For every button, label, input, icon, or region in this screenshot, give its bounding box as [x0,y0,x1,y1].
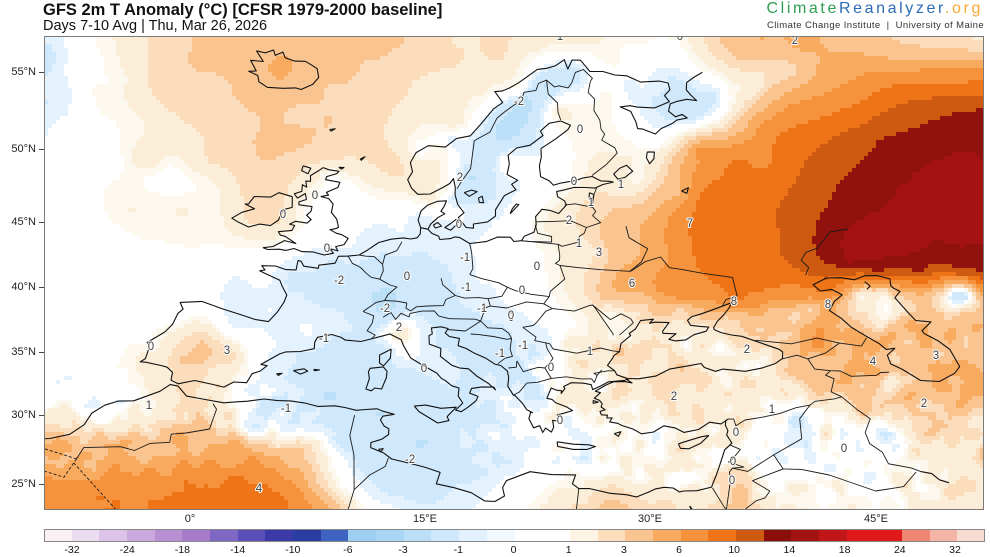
svg-text:-1: -1 [477,303,487,315]
svg-text:-1: -1 [518,340,528,352]
svg-text:0: 0 [508,312,514,324]
svg-text:0: 0 [324,243,330,255]
svg-text:2: 2 [744,344,750,356]
svg-text:2: 2 [566,215,572,227]
svg-text:1: 1 [618,179,624,191]
svg-text:0: 0 [729,475,735,487]
svg-text:1: 1 [146,400,152,412]
svg-text:0: 0 [677,36,683,43]
svg-text:0: 0 [404,271,410,283]
svg-text:2: 2 [671,391,677,403]
svg-text:1: 1 [557,36,563,43]
svg-text:3: 3 [596,247,602,259]
svg-text:3: 3 [933,350,939,362]
svg-text:0: 0 [730,456,736,468]
svg-text:-2: -2 [380,303,390,315]
svg-text:1: 1 [576,238,582,250]
svg-text:2: 2 [396,322,402,334]
svg-text:0: 0 [548,362,554,374]
svg-text:7: 7 [687,218,693,230]
svg-text:0: 0 [557,415,563,427]
svg-text:0: 0 [733,427,739,439]
svg-text:-2: -2 [514,96,524,108]
svg-text:-2: -2 [405,454,415,466]
svg-text:0: 0 [534,261,540,273]
svg-text:0: 0 [148,341,154,353]
svg-text:8: 8 [731,296,737,308]
svg-text:0: 0 [519,285,525,297]
svg-text:0: 0 [571,176,577,188]
svg-text:4: 4 [870,356,877,368]
svg-text:-1: -1 [495,348,505,360]
svg-text:0: 0 [577,124,583,136]
svg-text:4: 4 [256,483,263,495]
svg-text:2: 2 [457,172,463,184]
svg-text:-1: -1 [319,333,329,345]
svg-text:3: 3 [224,345,230,357]
svg-text:0: 0 [312,190,318,202]
svg-text:0: 0 [280,209,286,221]
svg-text:-1: -1 [460,252,470,264]
svg-text:-2: -2 [334,275,344,287]
svg-text:-1: -1 [281,403,291,415]
svg-text:0: 0 [421,363,427,375]
svg-text:1: 1 [588,197,594,209]
svg-text:2: 2 [921,398,927,410]
svg-text:2: 2 [792,36,798,47]
svg-text:0: 0 [456,219,462,231]
svg-text:0: 0 [508,310,514,322]
svg-text:1: 1 [769,404,775,416]
svg-text:8: 8 [825,299,831,311]
svg-text:0: 0 [841,443,847,455]
svg-text:6: 6 [629,278,635,290]
svg-text:1: 1 [587,346,593,358]
svg-text:-1: -1 [461,282,471,294]
